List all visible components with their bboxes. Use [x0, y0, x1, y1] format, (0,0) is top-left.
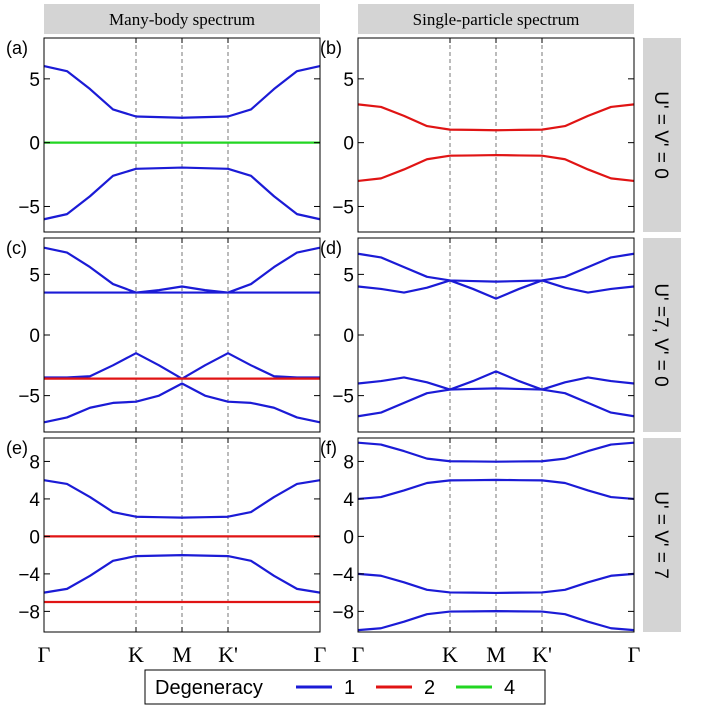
legend-label-2: 2 — [424, 677, 435, 699]
panel-b-ytick-label: −5 — [332, 197, 354, 218]
panel-f: 8 4 0 −4 −8 (f) — [320, 437, 635, 633]
panel-d-label: (d) — [320, 238, 342, 258]
x-tick-label: K' — [532, 642, 552, 667]
panel-e-ytick-label: −8 — [18, 602, 40, 623]
panel-a-band-1 — [43, 65, 321, 119]
panel-f-ytick-label: −8 — [332, 602, 354, 623]
panel-d-band-2 — [357, 279, 635, 300]
panel-b: 5 0 −5 (b) — [320, 37, 635, 233]
column-header-single-particle — [358, 4, 634, 34]
panel-d-ytick-label: 0 — [343, 326, 354, 347]
panel-b-ytick-label: 0 — [343, 134, 354, 155]
panel-e: 8 4 0 −4 −8 (e) — [6, 437, 321, 633]
panel-f-band-1 — [357, 441, 635, 463]
x-tick-label: K — [128, 642, 144, 667]
panel-d-band-4 — [357, 387, 635, 418]
panel-f-ytick-label: 0 — [343, 527, 354, 548]
x-tick-label: Γ — [38, 642, 51, 667]
panel-b-band-2 — [357, 153, 635, 183]
panel-f-label: (f) — [320, 438, 337, 458]
panel-e-label: (e) — [6, 438, 28, 458]
x-tick-label: Γ — [628, 642, 641, 667]
x-tick-label: Γ — [352, 642, 365, 667]
legend-label-4: 4 — [504, 677, 515, 699]
panel-f-ytick-label: 4 — [343, 490, 354, 511]
legend: Degeneracy 1 2 4 — [144, 669, 546, 705]
panel-a-band-3 — [43, 166, 321, 221]
panel-a-ytick-label: −5 — [18, 197, 40, 218]
x-tick-label: K' — [218, 642, 238, 667]
row-header-1 — [643, 38, 681, 232]
panel-c-label: (c) — [6, 238, 27, 258]
x-tick-label: M — [486, 642, 506, 667]
panel-b-label: (b) — [320, 38, 342, 58]
panel-b-band-1 — [357, 103, 635, 132]
panel-f-band-2 — [357, 478, 635, 501]
panel-e-ytick-label: 0 — [29, 527, 40, 548]
row-title-3: U' = V' = 7 — [650, 491, 671, 579]
panel-e-ytick-label: 4 — [29, 490, 40, 511]
panel-d-ytick-label: 5 — [343, 265, 354, 286]
panel-c-ytick-label: 0 — [29, 326, 40, 347]
panel-c-ytick-label: 5 — [29, 265, 40, 286]
row-title-1: U' = V' = 0 — [650, 91, 671, 179]
panels-group: 50−5(a)50−5(b)50−5(c)50−5(d)840−4−8(e)84… — [6, 37, 635, 633]
panel-a-ytick-label: 0 — [29, 134, 40, 155]
panel-b-ytick-label: 5 — [343, 70, 354, 91]
x-tick-label: M — [172, 642, 192, 667]
column-header-many-body — [44, 4, 320, 34]
panel-e-band-1 — [43, 479, 321, 519]
panel-e-ytick-label: −4 — [18, 565, 40, 586]
panel-d: 5 0 −5 (d) — [320, 237, 635, 433]
panel-e-band-3 — [43, 554, 321, 594]
panel-a-label: (a) — [6, 38, 28, 58]
panel-d-band-1 — [357, 252, 635, 283]
panel-e-ytick-label: 8 — [29, 452, 40, 473]
row-header-3 — [643, 438, 681, 632]
panel-c-ytick-label: −5 — [18, 387, 40, 408]
panel-a-ytick-label: 5 — [29, 70, 40, 91]
panel-f-band-3 — [357, 572, 635, 595]
column-title-many-body: Many-body spectrum — [109, 10, 255, 29]
panel-c-band-1 — [43, 246, 321, 294]
x-tick-labels: Γ K M K' Γ Γ K M K' Γ — [38, 642, 641, 667]
panel-c-band-5 — [43, 382, 321, 424]
row-title-2: U' =7, V' = 0 — [650, 283, 671, 386]
panel-f-band-4 — [357, 610, 635, 632]
legend-label-1: 1 — [344, 677, 355, 699]
panel-d-band-3 — [357, 370, 635, 391]
row-header-2 — [643, 238, 681, 432]
panel-d-ytick-label: −5 — [332, 387, 354, 408]
x-tick-label: Γ — [314, 642, 327, 667]
panel-a: 5 0 −5 (a) — [6, 37, 321, 233]
legend-box — [144, 669, 546, 705]
panel-f-ytick-label: −4 — [332, 565, 354, 586]
x-tick-label: K — [442, 642, 458, 667]
panel-f-ytick-label: 8 — [343, 452, 354, 473]
panel-c: 5 0 −5 (c) — [6, 237, 321, 433]
legend-title: Degeneracy — [155, 677, 263, 699]
column-title-single-particle: Single-particle spectrum — [413, 10, 580, 29]
